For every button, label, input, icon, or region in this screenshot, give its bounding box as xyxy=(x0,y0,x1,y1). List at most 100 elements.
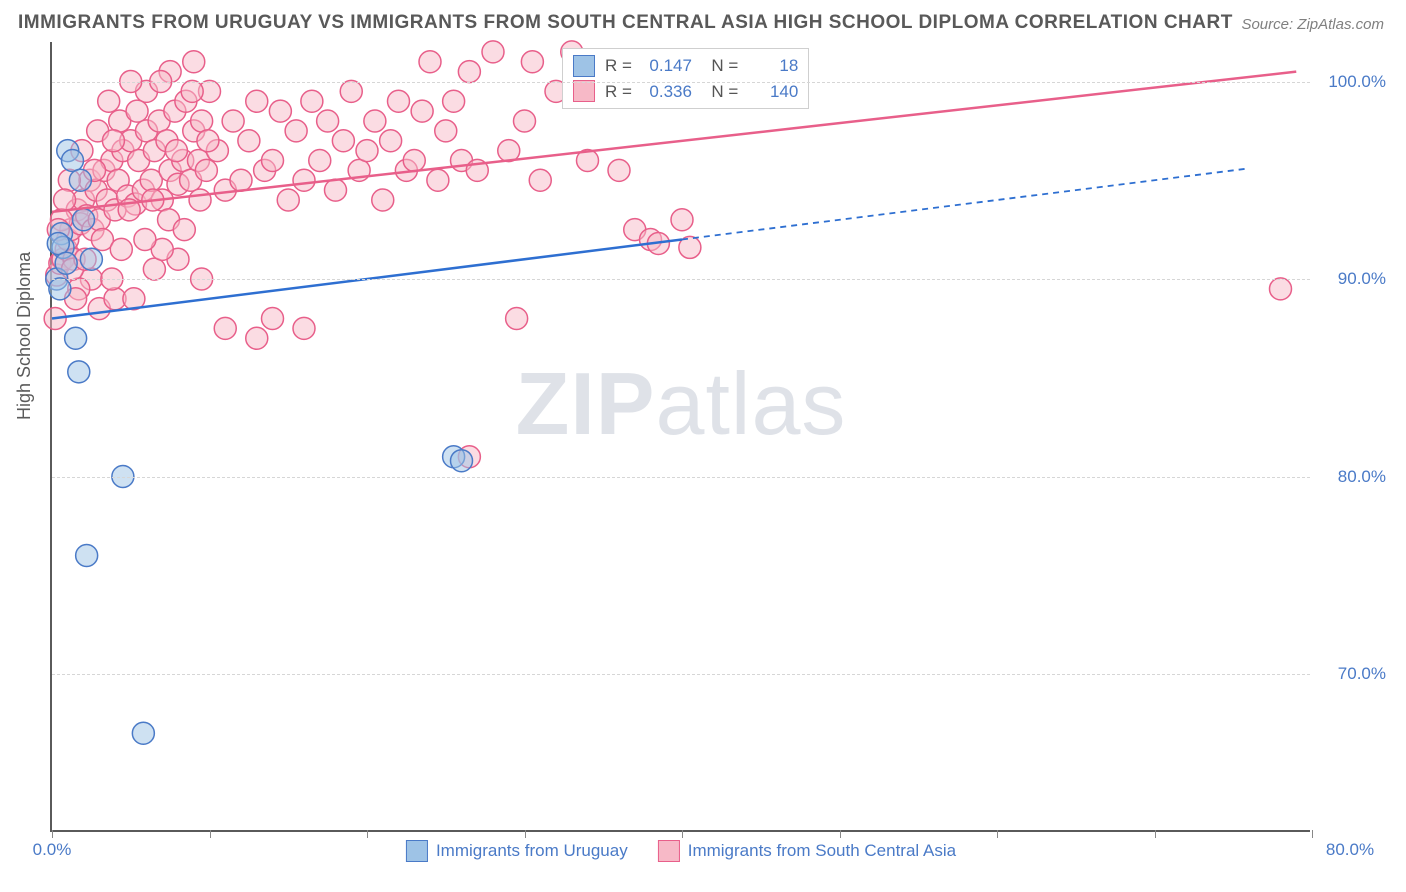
scatter-point xyxy=(340,80,362,102)
gridline xyxy=(52,279,1310,280)
scatter-point xyxy=(482,41,504,63)
scatter-point xyxy=(356,140,378,162)
plot-area: ZIPatlas R = 0.147 N = 18 R = 0.336 N = … xyxy=(50,42,1310,832)
scatter-point xyxy=(309,150,331,172)
scatter-point xyxy=(76,545,98,567)
scatter-point xyxy=(325,179,347,201)
scatter-point xyxy=(285,120,307,142)
scatter-point xyxy=(195,159,217,181)
scatter-point xyxy=(165,140,187,162)
scatter-point xyxy=(197,130,219,152)
x-tick xyxy=(210,830,211,838)
scatter-point xyxy=(102,130,124,152)
scatter-point xyxy=(54,189,76,211)
y-axis-label: High School Diploma xyxy=(14,252,35,420)
scatter-point xyxy=(55,252,77,274)
x-tick xyxy=(682,830,683,838)
swatch-uruguay xyxy=(573,55,595,77)
x-tick xyxy=(1312,830,1313,838)
y-tick-label: 90.0% xyxy=(1338,269,1386,289)
chart-title: IMMIGRANTS FROM URUGUAY VS IMMIGRANTS FR… xyxy=(18,12,1233,34)
scatter-point xyxy=(47,232,69,254)
scatter-point xyxy=(521,51,543,73)
n-label: N = xyxy=(702,53,738,79)
y-tick-label: 100.0% xyxy=(1328,72,1386,92)
legend-label-sca: Immigrants from South Central Asia xyxy=(688,841,956,861)
x-tick xyxy=(367,830,368,838)
swatch-sca xyxy=(573,80,595,102)
scatter-point xyxy=(372,189,394,211)
x-tick-label: 80.0% xyxy=(1326,840,1374,860)
scatter-point xyxy=(608,159,630,181)
x-tick xyxy=(52,830,53,838)
scatter-point xyxy=(419,51,441,73)
scatter-point xyxy=(411,100,433,122)
scatter-point xyxy=(49,278,71,300)
scatter-point xyxy=(317,110,339,132)
scatter-point xyxy=(671,209,693,231)
x-tick-label: 0.0% xyxy=(33,840,72,860)
scatter-point xyxy=(61,150,83,172)
scatter-point xyxy=(98,90,120,112)
scatter-point xyxy=(132,722,154,744)
scatter-point xyxy=(262,150,284,172)
scatter-point xyxy=(181,80,203,102)
scatter-point xyxy=(65,327,87,349)
scatter-point xyxy=(458,61,480,83)
scatter-point xyxy=(380,130,402,152)
scatter-point xyxy=(173,219,195,241)
legend-row-uruguay: R = 0.147 N = 18 xyxy=(573,53,798,79)
trend-line-extrapolated xyxy=(682,168,1249,239)
scatter-point xyxy=(73,209,95,231)
scatter-point xyxy=(246,327,268,349)
y-tick-label: 70.0% xyxy=(1338,664,1386,684)
scatter-point xyxy=(403,150,425,172)
scatter-point xyxy=(126,100,148,122)
x-tick xyxy=(1155,830,1156,838)
scatter-point xyxy=(230,169,252,191)
x-tick xyxy=(525,830,526,838)
legend-label-uruguay: Immigrants from Uruguay xyxy=(436,841,628,861)
scatter-point xyxy=(427,169,449,191)
legend-item-uruguay: Immigrants from Uruguay xyxy=(406,840,628,862)
source-label: Source: ZipAtlas.com xyxy=(1241,16,1384,33)
legend-correlation: R = 0.147 N = 18 R = 0.336 N = 140 xyxy=(562,48,809,109)
y-tick-label: 80.0% xyxy=(1338,467,1386,487)
scatter-point xyxy=(443,90,465,112)
chart-svg xyxy=(52,42,1310,830)
scatter-point xyxy=(529,169,551,191)
scatter-point xyxy=(1270,278,1292,300)
swatch-sca xyxy=(658,840,680,862)
scatter-point xyxy=(110,238,132,260)
scatter-point xyxy=(364,110,386,132)
scatter-point xyxy=(143,258,165,280)
scatter-point xyxy=(69,169,91,191)
r-label: R = xyxy=(605,53,632,79)
scatter-point xyxy=(262,308,284,330)
swatch-uruguay xyxy=(406,840,428,862)
scatter-point xyxy=(183,51,205,73)
scatter-point xyxy=(269,100,291,122)
scatter-point xyxy=(222,110,244,132)
x-tick xyxy=(997,830,998,838)
gridline xyxy=(52,477,1310,478)
scatter-point xyxy=(332,130,354,152)
gridline xyxy=(52,82,1310,83)
scatter-point xyxy=(293,169,315,191)
scatter-point xyxy=(68,361,90,383)
scatter-point xyxy=(214,317,236,339)
scatter-point xyxy=(388,90,410,112)
scatter-point xyxy=(80,248,102,270)
n-value-uruguay: 18 xyxy=(748,53,798,79)
x-tick xyxy=(840,830,841,838)
gridline xyxy=(52,674,1310,675)
legend-series: Immigrants from Uruguay Immigrants from … xyxy=(406,840,956,862)
scatter-point xyxy=(301,90,323,112)
scatter-point xyxy=(514,110,536,132)
legend-item-sca: Immigrants from South Central Asia xyxy=(658,840,956,862)
scatter-point xyxy=(191,110,213,132)
scatter-point xyxy=(134,229,156,251)
scatter-point xyxy=(246,90,268,112)
scatter-point xyxy=(293,317,315,339)
scatter-point xyxy=(238,130,260,152)
